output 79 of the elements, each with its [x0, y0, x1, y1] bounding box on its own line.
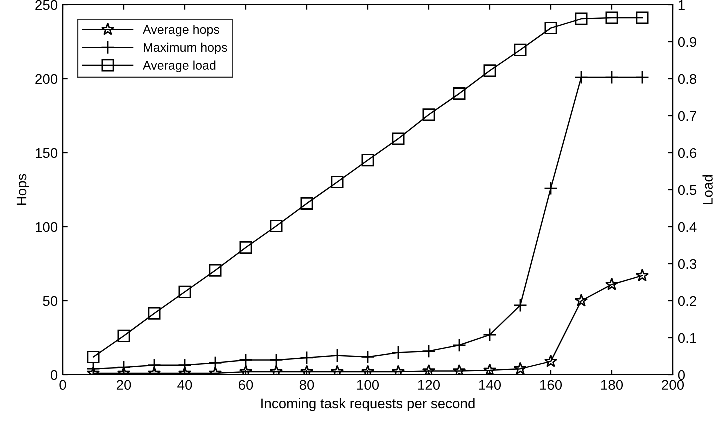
x-tick-label: 60	[238, 380, 254, 390]
point	[331, 176, 344, 188]
point	[178, 358, 192, 372]
y2-tick-label: 0	[678, 370, 686, 380]
point	[209, 264, 222, 277]
y-tick-label: 0	[50, 370, 58, 380]
legend-label: Average load	[143, 60, 216, 72]
point	[575, 12, 588, 26]
point	[544, 182, 558, 196]
legend-label: Average hops	[143, 25, 220, 37]
point	[514, 298, 528, 312]
point	[605, 278, 619, 290]
x-tick-label: 200	[662, 380, 684, 390]
y-axis-title: Hops	[16, 174, 30, 206]
point	[544, 354, 558, 368]
point	[239, 353, 253, 368]
point	[300, 197, 314, 210]
y2-tick-label: 0.2	[678, 296, 696, 306]
point	[422, 364, 436, 375]
x-tick-label: 0	[60, 380, 66, 390]
point	[544, 22, 558, 35]
point	[87, 350, 100, 364]
y2-tick-label: 0.9	[678, 37, 697, 48]
x-axis-title: Incoming task requests per second	[262, 398, 475, 412]
point	[606, 12, 618, 24]
y2-tick-label: 0.1	[678, 333, 696, 344]
point	[452, 338, 466, 352]
y-tick-label: 200	[36, 74, 58, 84]
point	[605, 70, 619, 84]
point	[636, 268, 650, 282]
x-tick-label: 100	[357, 380, 380, 390]
point	[452, 364, 466, 375]
point	[514, 362, 528, 375]
y2-tick-label: 0.6	[678, 148, 697, 158]
point	[300, 351, 314, 365]
y-tick-label: 150	[36, 148, 58, 158]
y2-tick-label: 0.4	[678, 222, 697, 232]
y2-tick-label: 0.3	[678, 259, 697, 270]
point	[330, 348, 344, 363]
point	[483, 328, 497, 342]
point	[361, 350, 375, 364]
point	[574, 70, 588, 84]
x-tick-label: 160	[540, 380, 562, 390]
point	[574, 294, 588, 307]
y2-tick-label: 0.5	[678, 185, 697, 196]
y2-tick-label: 0.8	[678, 74, 697, 84]
y-tick-label: 50	[43, 296, 58, 306]
point	[392, 132, 405, 146]
x-tick-label: 120	[418, 380, 440, 390]
y2-axis-title: Load	[702, 175, 713, 204]
point	[362, 154, 374, 167]
legend-label: Maximum hops	[144, 42, 228, 55]
point	[422, 108, 436, 122]
point	[86, 362, 100, 375]
point	[636, 12, 649, 24]
point	[270, 353, 284, 368]
point	[118, 330, 130, 342]
y-tick-label: 250	[36, 0, 58, 10]
point	[453, 88, 466, 100]
x-tick-label: 20	[116, 380, 132, 390]
point	[240, 241, 252, 254]
point	[392, 346, 406, 360]
point	[270, 220, 283, 233]
y2-tick-label: 0.7	[678, 111, 696, 122]
x-tick-label: 80	[300, 380, 314, 390]
x-tick-label: 180	[601, 380, 624, 390]
x-tick-label: 40	[178, 380, 192, 390]
point	[484, 64, 496, 78]
y2-tick-label: 1	[678, 0, 685, 10]
point	[514, 44, 527, 56]
point	[178, 286, 192, 298]
point	[483, 364, 497, 375]
point	[148, 358, 162, 372]
y-tick-label: 100	[36, 222, 58, 232]
x-tick-label: 140	[479, 380, 502, 390]
point	[636, 70, 650, 84]
point	[117, 360, 131, 375]
point	[422, 344, 436, 358]
point	[148, 307, 161, 320]
